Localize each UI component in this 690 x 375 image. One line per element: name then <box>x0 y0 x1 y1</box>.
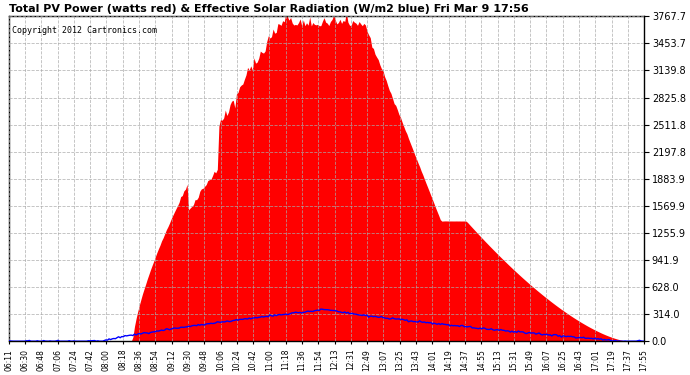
Text: Total PV Power (watts red) & Effective Solar Radiation (W/m2 blue) Fri Mar 9 17:: Total PV Power (watts red) & Effective S… <box>9 4 529 14</box>
Text: Copyright 2012 Cartronics.com: Copyright 2012 Cartronics.com <box>12 26 157 35</box>
